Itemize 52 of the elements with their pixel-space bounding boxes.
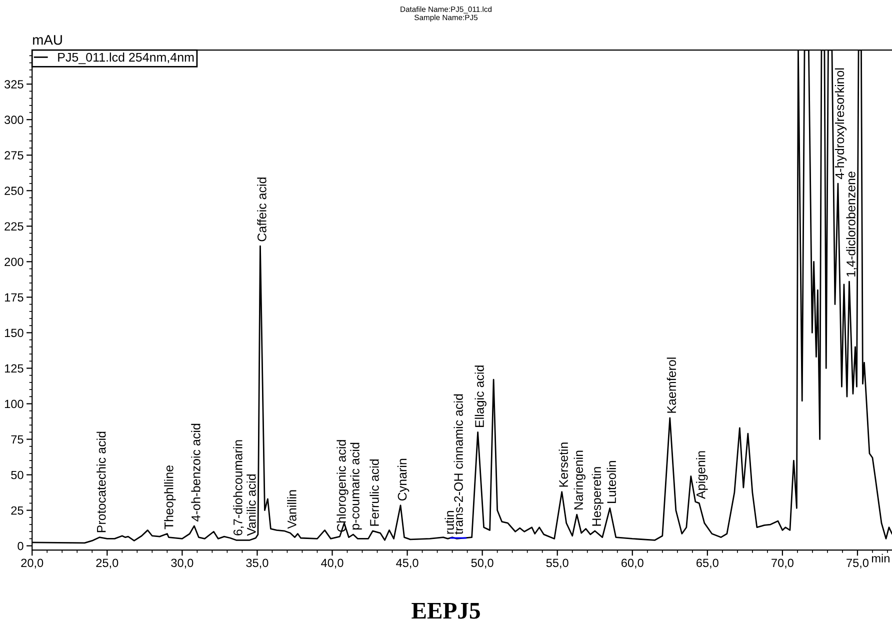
y-axis-title: mAU xyxy=(33,35,62,45)
annotation: 4-oh-benzoic acid xyxy=(191,424,200,522)
annotation: p-coumaric acid xyxy=(350,442,362,530)
annotation: Caffeic acid xyxy=(257,178,266,242)
annotation: Cynarin xyxy=(397,458,410,501)
annotation: 6,7-diohcoumarin xyxy=(233,440,244,536)
x-tick-label: 45,0 xyxy=(396,558,418,568)
annotation: Apigenin xyxy=(696,451,708,500)
annotation: Protocatechic acid xyxy=(96,432,106,532)
y-tick-label: 325 xyxy=(4,80,24,88)
text: EEPJ5 xyxy=(412,603,480,619)
x-axis-title: min xyxy=(872,554,890,562)
x-tick-label: 20,0 xyxy=(21,558,44,568)
annotation: Vanillin xyxy=(287,490,296,529)
y-tick-label: 50 xyxy=(11,470,24,480)
annotation: Luteolin xyxy=(606,461,616,503)
x-tick-label: 30,0 xyxy=(171,558,194,568)
y-tick-label: 225 xyxy=(4,222,24,231)
x-tick-label: 70,0 xyxy=(772,558,794,568)
y-tick-label: 75 xyxy=(11,435,24,444)
annotation: 4-hydroxylresorkinol xyxy=(834,68,847,180)
y-tick-label: 25 xyxy=(11,506,24,515)
y-tick-label: 300 xyxy=(4,116,24,124)
y-tick-label: 125 xyxy=(4,364,24,373)
annotation: Ferrulic acid xyxy=(370,459,379,526)
x-tick-label: 50,0 xyxy=(471,558,494,568)
annotation: trans-2-OH cinnamic acid xyxy=(454,394,463,534)
y-tick-label: 250 xyxy=(4,186,24,196)
y-tick-label: 0 xyxy=(18,542,24,550)
x-tick-label: 65,0 xyxy=(696,558,718,568)
annotation: Vanilic acid xyxy=(246,474,256,536)
annotation: Ellagic acid xyxy=(474,366,486,427)
annotation: 1,4-diclorobenzene xyxy=(846,172,857,276)
annotation: rutin xyxy=(444,511,454,534)
x-tick-label: 55,0 xyxy=(546,558,568,568)
annotation: Kaemferol xyxy=(666,358,676,413)
x-tick-label: 35,0 xyxy=(246,558,268,568)
y-tick-label: 175 xyxy=(4,293,24,302)
y-tick-label: 150 xyxy=(4,328,24,338)
legend-label: PJ5_011.lcd 254nm,4nm xyxy=(58,52,194,64)
x-tick-label: 40,0 xyxy=(321,558,344,568)
y-tick-label: 275 xyxy=(4,151,24,160)
annotation: Kersetin xyxy=(558,442,568,487)
annotation: Hesperetin xyxy=(592,467,604,526)
y-tick-label: 200 xyxy=(4,258,24,266)
x-tick-label: 60,0 xyxy=(621,558,644,568)
annotation: Theophlline xyxy=(164,466,176,530)
x-tick-label: 75,0 xyxy=(846,558,869,568)
x-tick-label: 25,0 xyxy=(96,558,118,568)
y-tick-label: 100 xyxy=(4,400,24,408)
annotation: Naringenin xyxy=(574,450,586,510)
annotation: Chlorogenic acid xyxy=(336,440,348,532)
